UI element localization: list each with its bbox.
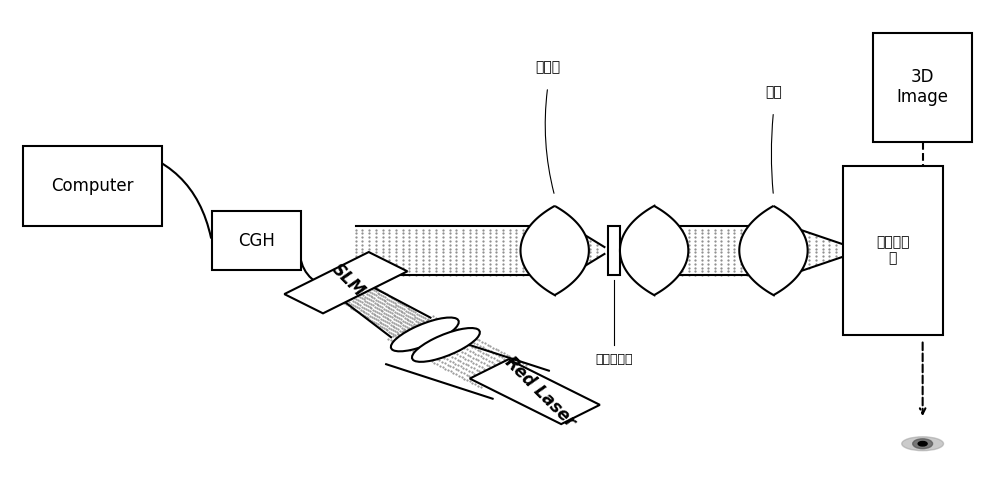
Ellipse shape xyxy=(412,328,480,362)
Polygon shape xyxy=(669,226,754,275)
Text: Red Laser: Red Laser xyxy=(501,353,579,430)
Polygon shape xyxy=(620,206,688,295)
Polygon shape xyxy=(356,226,530,275)
Text: Computer: Computer xyxy=(51,177,134,195)
Ellipse shape xyxy=(918,441,927,446)
Polygon shape xyxy=(470,359,600,424)
Bar xyxy=(212,211,301,271)
Bar xyxy=(873,33,972,141)
Polygon shape xyxy=(284,252,407,313)
Ellipse shape xyxy=(391,318,459,351)
Text: 目镜: 目镜 xyxy=(765,85,782,99)
Text: 3D
Image: 3D Image xyxy=(897,68,949,106)
Text: SLM: SLM xyxy=(328,260,368,301)
Ellipse shape xyxy=(902,437,944,451)
Text: 虚实融合
器: 虚实融合 器 xyxy=(876,235,910,266)
Polygon shape xyxy=(624,226,639,275)
Text: 分束镜: 分束镜 xyxy=(535,60,560,74)
Ellipse shape xyxy=(913,439,933,449)
Bar xyxy=(23,146,162,226)
Text: 消零级装置: 消零级装置 xyxy=(596,353,633,366)
Polygon shape xyxy=(788,226,843,275)
Text: CGH: CGH xyxy=(238,231,275,249)
Polygon shape xyxy=(739,206,808,295)
Polygon shape xyxy=(521,206,589,295)
Bar xyxy=(608,226,620,275)
Bar xyxy=(843,166,943,335)
Polygon shape xyxy=(570,226,604,275)
